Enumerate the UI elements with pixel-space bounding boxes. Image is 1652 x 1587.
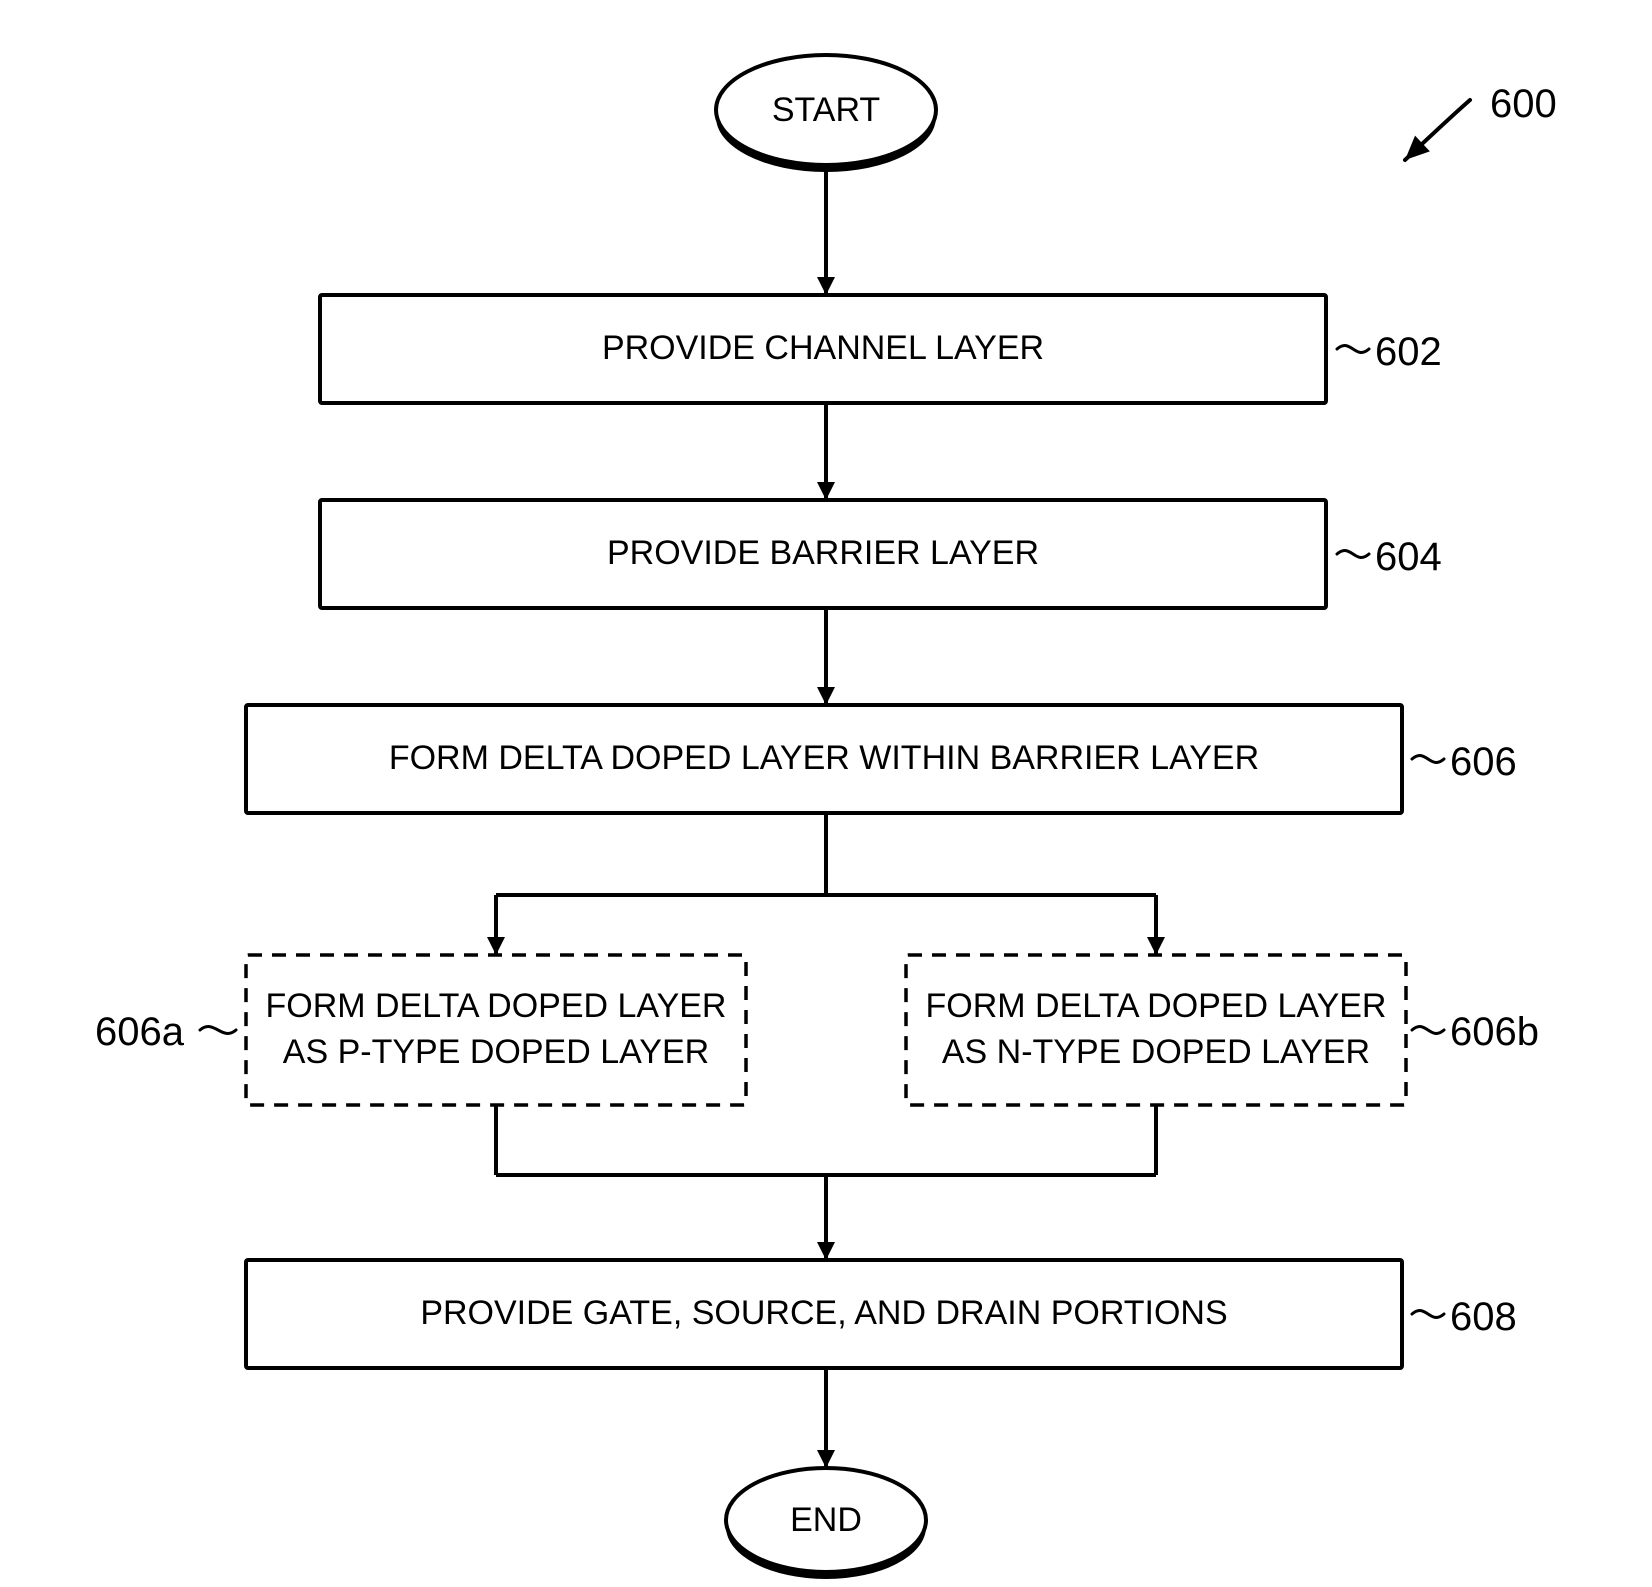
- flowchart-svg: [0, 0, 1652, 1587]
- l600: 600: [1490, 82, 1557, 127]
- l606b: 606b: [1450, 1010, 1539, 1055]
- l604: 604: [1375, 535, 1442, 580]
- l606: 606: [1450, 740, 1517, 785]
- flowchart-canvas: STARTPROVIDE CHANNEL LAYERPROVIDE BARRIE…: [0, 0, 1652, 1587]
- l606a: 606a: [95, 1010, 184, 1055]
- l602: 602: [1375, 330, 1442, 375]
- l608: 608: [1450, 1295, 1517, 1340]
